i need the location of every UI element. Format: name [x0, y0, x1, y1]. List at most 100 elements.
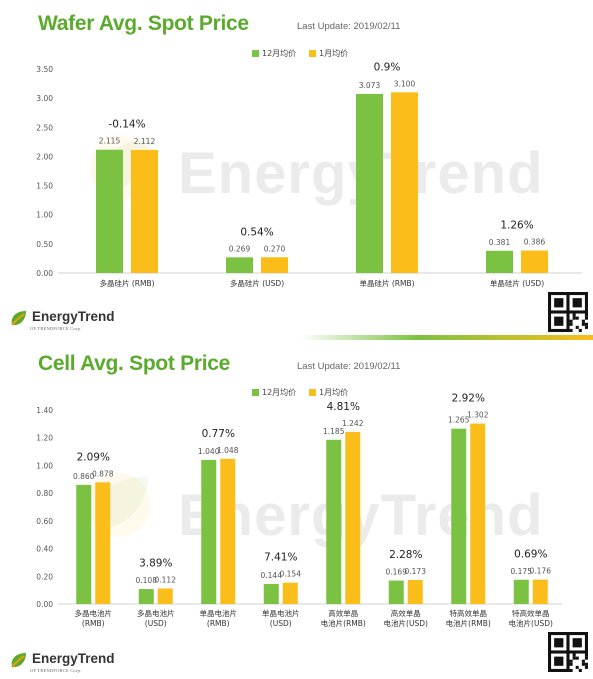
value-label-jan: 0.270	[264, 244, 286, 253]
energytrend-leaf-icon	[11, 653, 26, 668]
y-tick-label: 3.50	[36, 65, 53, 74]
value-label-jan: 0.173	[405, 567, 427, 576]
y-tick-label: 0.80	[36, 489, 53, 498]
bar-dec	[226, 257, 253, 273]
change-label: 7.41%	[264, 552, 297, 564]
value-label-jan: 3.100	[394, 79, 416, 88]
category-label: 多晶电池片	[137, 608, 175, 618]
category-label: 特高效单晶	[450, 608, 488, 618]
y-tick-label: 0.20	[36, 572, 53, 581]
change-label: 0.69%	[514, 549, 547, 561]
y-tick-label: 2.00	[36, 152, 53, 161]
y-tick-label: 1.50	[36, 182, 53, 191]
value-label-jan: 0.154	[280, 570, 302, 579]
qr-code-icon	[548, 292, 588, 332]
bar-jan	[532, 579, 548, 604]
category-label: 电池片(USD)	[509, 618, 553, 628]
bar-jan	[391, 92, 418, 273]
y-tick-label: 0.40	[36, 545, 53, 554]
wafer-chart-title: Wafer Avg. Spot Price	[38, 12, 249, 35]
cell-logo: EnergyTrend OF TRENDFORCE Corp.	[8, 650, 115, 676]
value-label-dec: 0.169	[386, 568, 408, 577]
category-label: (USD)	[270, 619, 292, 628]
category-label: (RMB)	[82, 619, 105, 628]
bar-jan	[220, 458, 236, 604]
change-label: 0.77%	[202, 428, 235, 440]
bar-dec	[326, 439, 342, 604]
y-tick-label: 0.00	[36, 600, 53, 609]
y-tick-label: 1.20	[36, 434, 53, 443]
bar-jan	[261, 257, 288, 273]
bar-dec	[513, 579, 529, 604]
qr-pattern	[548, 292, 588, 332]
category-label: 单晶电池片	[200, 608, 238, 618]
bar-dec	[138, 589, 154, 604]
category-label: 高效单晶	[328, 608, 358, 618]
bar-dec	[356, 93, 383, 273]
change-label: 0.54%	[240, 226, 273, 238]
y-tick-label: 1.00	[36, 211, 53, 220]
bar-dec	[201, 459, 217, 604]
bar-dec	[486, 250, 513, 273]
value-label-dec: 3.073	[359, 81, 381, 90]
bar-jan	[282, 582, 298, 604]
bar-jan	[521, 250, 548, 273]
legend-label-dec: 12月均价	[262, 48, 296, 58]
category-label: (RMB)	[207, 619, 230, 628]
value-label-jan: 1.242	[342, 419, 364, 428]
legend-label-jan: 1月均价	[319, 387, 348, 397]
change-label: 1.26%	[500, 220, 533, 232]
category-label: 高效单晶	[391, 608, 421, 618]
value-label-dec: 0.108	[136, 576, 158, 585]
value-label-dec: 1.040	[198, 447, 220, 456]
category-label: 特高效单晶	[512, 608, 550, 618]
wafer-separator-bar	[300, 335, 593, 340]
y-tick-label: 1.40	[36, 406, 53, 415]
change-label: 0.9%	[374, 61, 401, 73]
logo-text: EnergyTrend	[32, 309, 115, 324]
category-label: 多晶电池片	[75, 608, 113, 618]
bar-dec	[76, 484, 92, 604]
value-label-dec: 1.185	[323, 427, 345, 436]
legend-swatch-dec	[252, 50, 259, 57]
category-label: 多晶硅片 (USD)	[230, 278, 284, 288]
cell-bar-chart: 12月均价 1月均价 0.00 0.20 0.40 0.60 0.80 1.00 1.20 1.4…	[36, 387, 562, 628]
logo-subtext: OF TRENDFORCE Corp.	[30, 326, 82, 331]
value-label-jan: 1.302	[467, 411, 489, 420]
category-label: 电池片(RMB)	[321, 618, 366, 628]
value-label-dec: 0.144	[261, 571, 283, 580]
value-label-dec: 1.265	[448, 416, 470, 425]
legend-label-dec: 12月均价	[262, 387, 296, 397]
value-label-dec: 2.115	[99, 137, 121, 146]
bar-dec	[96, 149, 123, 273]
value-label-dec: 0.269	[229, 244, 251, 253]
wafer-bar-chart: 12月均价 1月均价 0.00 0.50 1.00 1.50 2.00 2.50 3.00 3.5…	[36, 48, 582, 288]
legend-swatch-jan	[309, 50, 316, 57]
cell-chart-title: Cell Avg. Spot Price	[38, 352, 230, 375]
logo-subtext: OF TRENDFORCE Corp.	[30, 668, 82, 673]
bar-jan	[157, 588, 173, 604]
cell-last-update: Last Update: 2019/02/11	[297, 361, 401, 372]
qr-pattern	[548, 632, 588, 672]
value-label-dec: 0.175	[511, 567, 533, 576]
cell-panel: Cell Avg. Spot Price Last Update: 2019/0…	[0, 340, 593, 679]
y-tick-label: 1.00	[36, 461, 53, 470]
value-label-jan: 0.176	[530, 567, 552, 576]
change-label: 2.09%	[77, 451, 110, 463]
y-tick-label: 0.60	[36, 517, 53, 526]
energytrend-leaf-icon	[11, 311, 26, 326]
value-label-dec: 0.381	[489, 238, 511, 247]
change-label: -0.14%	[108, 119, 145, 131]
legend-label-jan: 1月均价	[319, 48, 348, 58]
value-label-jan: 0.386	[524, 238, 546, 247]
category-group: 0.269 0.270 0.54% 多晶硅片 (USD)	[226, 226, 288, 288]
category-label: 单晶电池片	[262, 608, 300, 618]
value-label-jan: 1.048	[217, 446, 239, 455]
